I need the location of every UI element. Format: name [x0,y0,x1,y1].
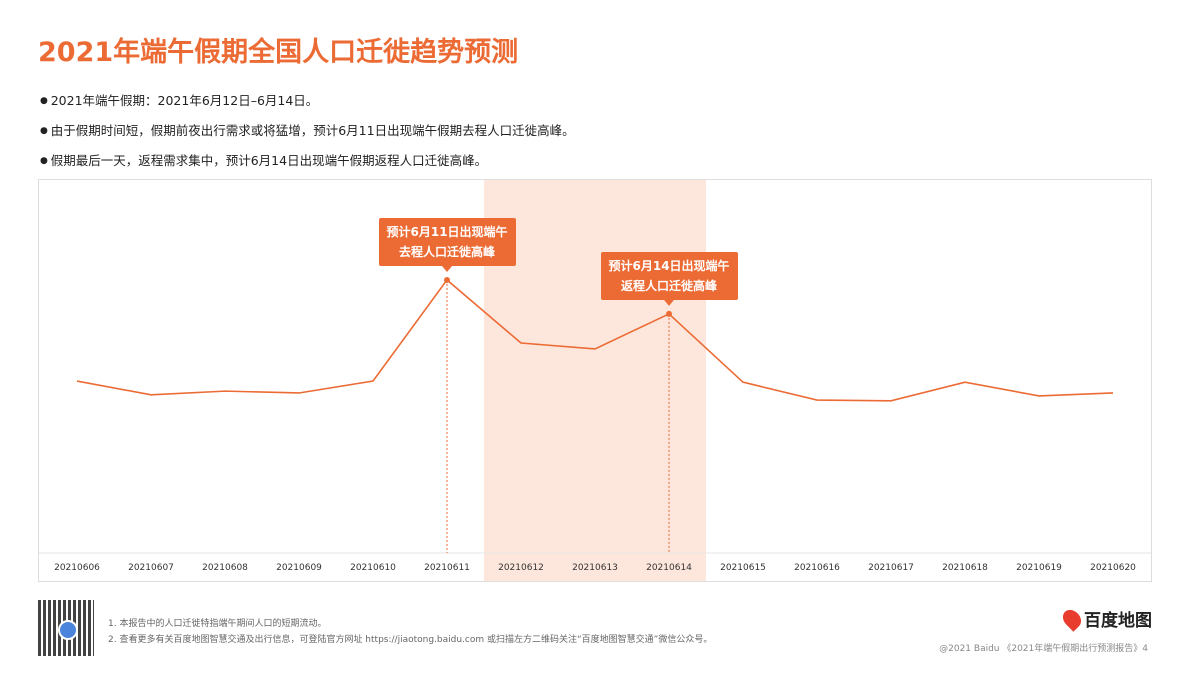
x-tick-label: 20210611 [424,563,470,573]
migration-line-chart: 20210606 20210607 20210608 20210609 20210610… [38,179,1152,582]
map-pin-icon [1059,605,1085,632]
peak-callout: 预计6月11日出现端午 去程人口迁徙高峰 [378,217,516,266]
peak-point [666,310,672,317]
x-tick-label: 20210616 [794,563,840,573]
x-tick-label: 20210606 [54,563,100,573]
x-tick-label: 20210610 [350,563,396,573]
callout-text: 去程人口迁徙高峰 [399,244,496,259]
footnote: 1. 本报告中的人口迁徙特指端午期间人口的短期流动。 [108,619,327,629]
x-tick-label: 20210613 [572,563,618,573]
baidu-map-logo: 百度地图 [1059,605,1152,632]
bullet-item: 假期最后一天，返程需求集中，预计6月14日出现端午假期返程人口迁徙高峰。 [40,146,575,176]
bullet-item: 2021年端午假期：2021年6月12日–6月14日。 [40,86,575,116]
peak-point [444,276,450,283]
callout-text: 返程人口迁徙高峰 [621,278,718,293]
callout-text: 预计6月14日出现端午 [608,258,730,273]
bullet-item: 由于假期时间短，假期前夜出行需求或将猛增，预计6月11日出现端午假期去程人口迁徙… [40,116,575,146]
page-title: 2021年端午假期全国人口迁徙趋势预测 [38,37,519,68]
x-tick-label: 20210607 [128,563,174,573]
series-line [76,278,1114,402]
x-tick-label: 20210618 [942,563,988,573]
qr-code [38,600,94,656]
callout-pointer [664,299,674,306]
x-tick-label: 20210620 [1090,563,1136,573]
callout-pointer [442,265,452,272]
copyright: @2021 Baidu 《2021年端午假期出行预测报告》4 [939,644,1148,654]
callout-text: 预计6月11日出现端午 [386,224,508,239]
x-tick-label: 20210615 [720,563,766,573]
peak-callout: 预计6月14日出现端午 返程人口迁徙高峰 [600,251,738,300]
x-tick-label: 20210609 [276,563,322,573]
bullet-list: 2021年端午假期：2021年6月12日–6月14日。 由于假期时间短，假期前夜… [40,86,575,176]
x-tick-label: 20210617 [868,563,914,573]
logo-text: 百度地图 [1084,611,1152,631]
holiday-highlight-band [484,180,706,581]
x-tick-label: 20210619 [1016,563,1062,573]
x-tick-label: 20210612 [498,563,544,573]
footnotes: 1. 本报告中的人口迁徙特指端午期间人口的短期流动。 2. 查看更多有关百度地图… [108,616,712,648]
x-tick-label: 20210608 [202,563,248,573]
x-tick-label: 20210614 [646,563,692,573]
footnote: 2. 查看更多有关百度地图智慧交通及出行信息，可登陆官方网址 https://j… [108,635,713,645]
